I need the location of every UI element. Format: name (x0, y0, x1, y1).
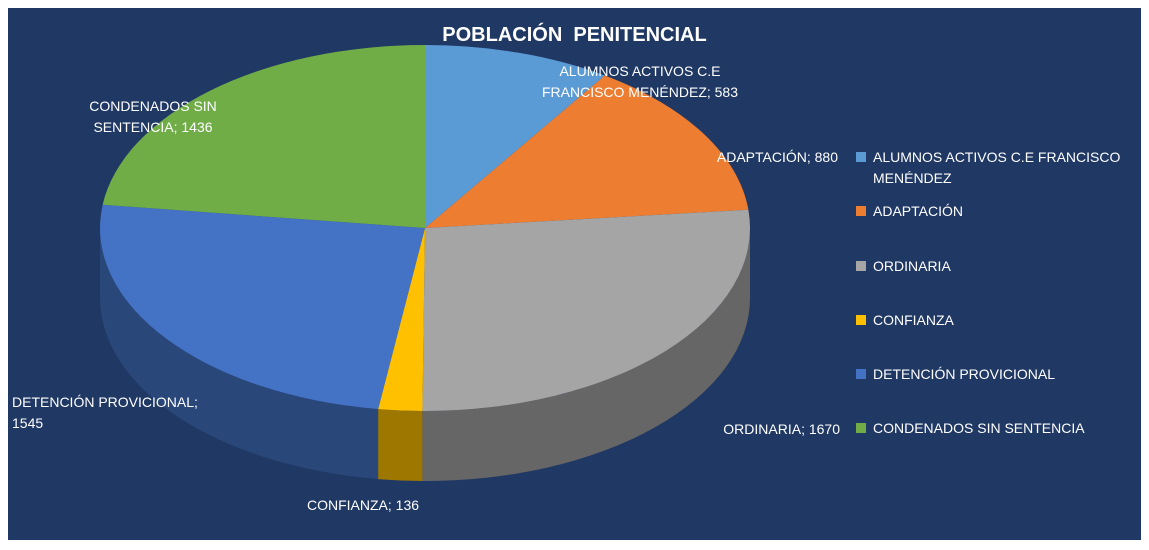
legend-swatch (856, 261, 866, 271)
slice-side (422, 228, 750, 481)
data-label: ADAPTACIÓN; 880 (716, 149, 838, 165)
slice (102, 44, 425, 228)
legend-label: ADAPTACIÓN (873, 203, 963, 219)
legend-swatch (856, 423, 866, 433)
legend-label: DETENCIÓN PROVICIONAL (873, 366, 1056, 382)
legend-swatch (856, 152, 866, 162)
slice (422, 209, 750, 412)
legend-swatch (856, 369, 866, 379)
data-label: CONDENADOS SIN SENTENCIA; 1436 (89, 98, 217, 135)
slice-side (378, 409, 423, 481)
legend-label: ALUMNOS ACTIVOS C.E FRANCISCO MENÉNDEZ (873, 149, 1121, 186)
chart-title: POBLACIÓN PENITENCIAL (442, 24, 707, 46)
legend-swatch (856, 315, 866, 325)
slice (425, 75, 749, 228)
slice (425, 45, 605, 228)
legend-swatch (856, 206, 866, 216)
chart-area: POBLACIÓN PENITENCIAL ALUMNOS ACTIVOS C.… (8, 8, 1141, 540)
slice (378, 228, 425, 411)
data-label: CONFIANZA; 136 (306, 497, 420, 513)
data-label: ORDINARIA; 1670 (723, 421, 840, 437)
legend-label: CONDENADOS SIN SENTENCIA (873, 420, 1085, 436)
legend-label: CONFIANZA (873, 312, 954, 328)
slice (100, 204, 426, 410)
data-label: DETENCIÓN PROVICIONAL; 1545 (12, 394, 198, 431)
legend-label: ORDINARIA (873, 258, 951, 274)
slice-side (100, 228, 379, 480)
data-label: ALUMNOS ACTIVOS C.E FRANCISCO MENÉNDEZ; … (541, 63, 739, 100)
chart (100, 44, 750, 481)
